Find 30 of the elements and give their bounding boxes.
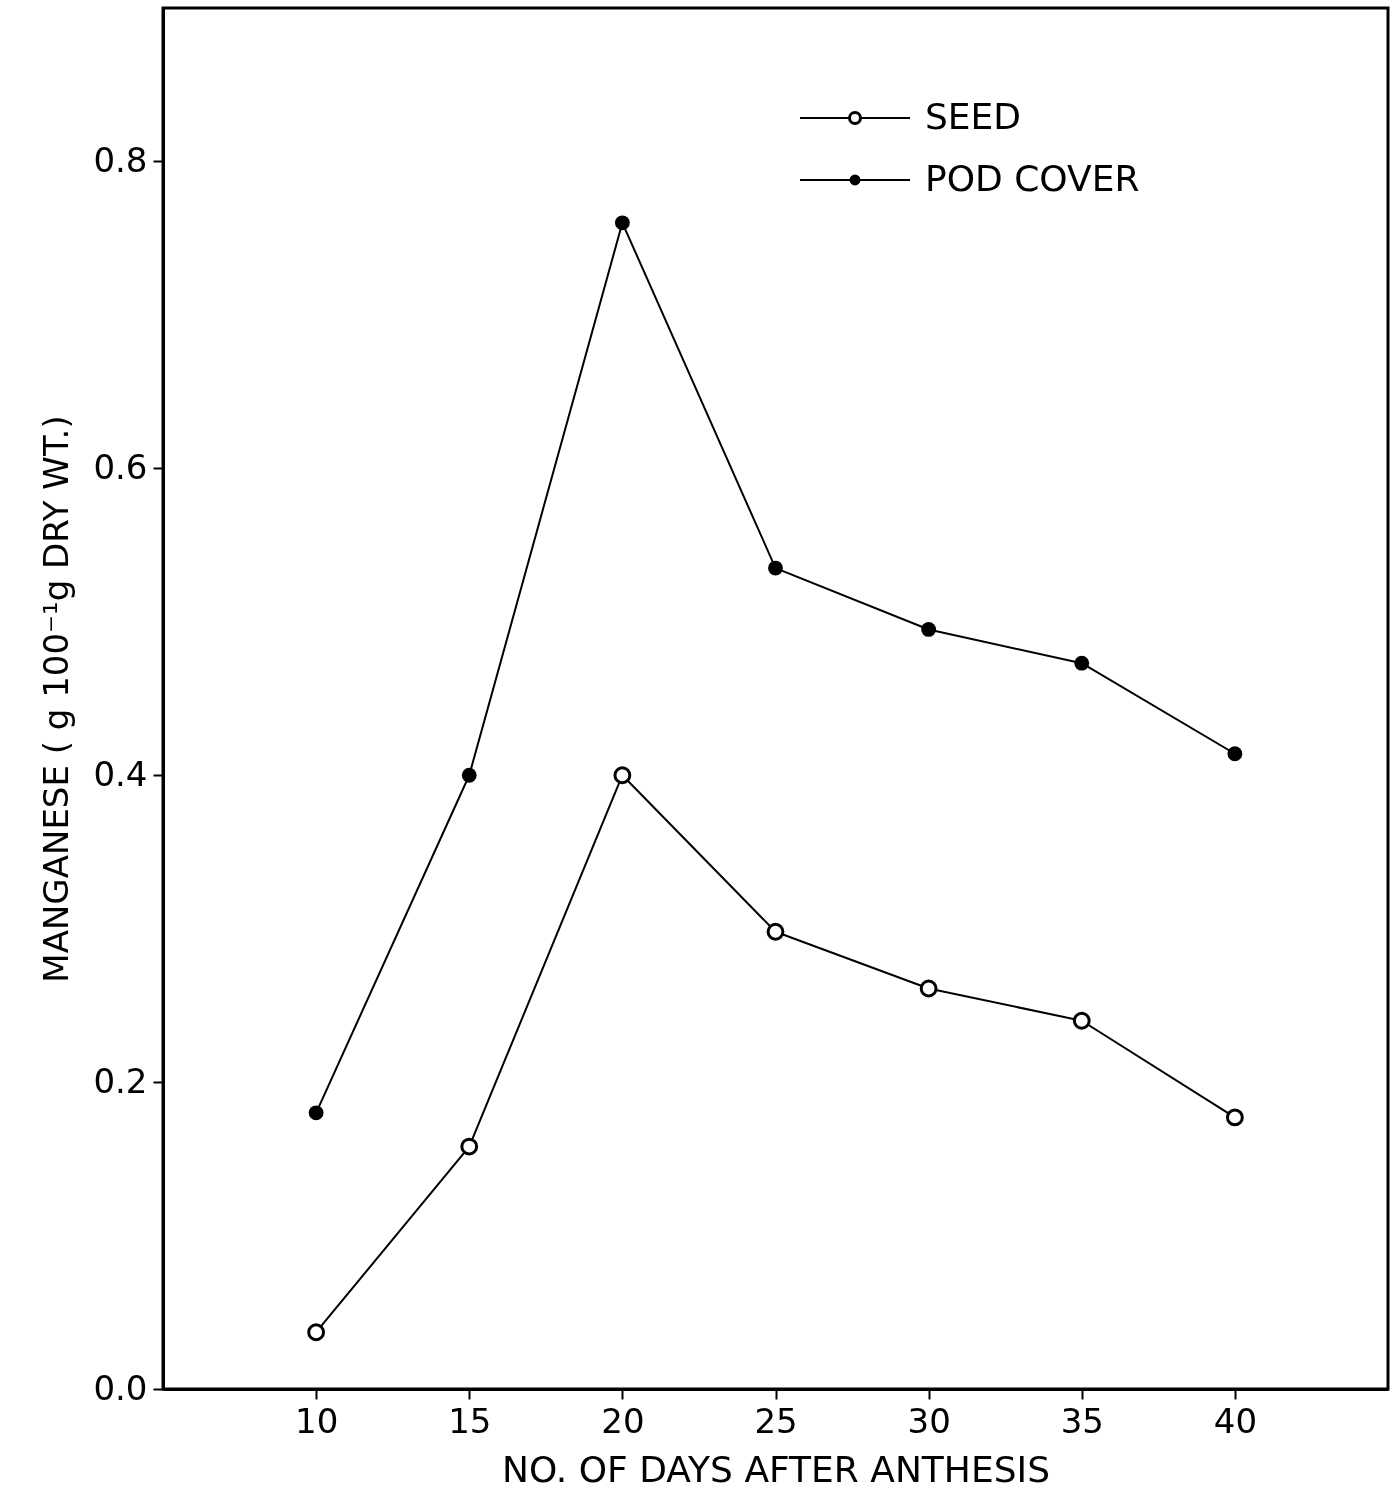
point [460, 1137, 479, 1156]
point [613, 766, 632, 785]
point [766, 922, 785, 941]
x-tick-label: 25 [754, 1400, 798, 1441]
point [768, 560, 783, 576]
point [614, 215, 630, 231]
y-tick-label: 0.2 [93, 1060, 148, 1101]
x-tick-label: 40 [1213, 1400, 1258, 1441]
point [1227, 746, 1243, 762]
point [308, 1105, 324, 1121]
y-tick-label: 0.8 [93, 139, 148, 180]
x-axis-title: NO. OF DAYS AFTER ANTHESIS [502, 1448, 1050, 1490]
x-tick-label: 20 [601, 1400, 645, 1441]
y-tick-label: 0.4 [93, 753, 148, 794]
y-tick-label: 0.6 [93, 446, 148, 487]
point [461, 767, 477, 783]
legend-label: SEED [925, 96, 1022, 137]
x-tick-label: 10 [294, 1400, 339, 1441]
x-tick-label: 35 [1060, 1400, 1104, 1441]
point [307, 1323, 326, 1342]
y-tick-label: 0.0 [93, 1367, 148, 1408]
point [919, 979, 938, 998]
x-tick-label: 30 [907, 1400, 951, 1441]
point [1072, 1011, 1091, 1030]
legend-label: POD COVER [925, 158, 1140, 199]
point [1074, 655, 1090, 671]
point [1225, 1108, 1244, 1127]
y-axis-title: MANGANESE ( g 100⁻¹g DRY WT.) [36, 415, 77, 983]
point [921, 622, 937, 637]
x-tick-label: 15 [448, 1400, 492, 1441]
